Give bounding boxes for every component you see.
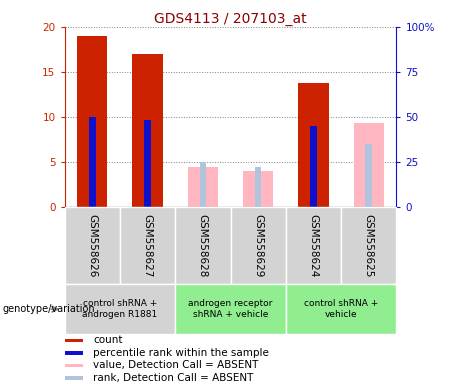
Bar [89,117,95,207]
Bar [65,339,83,342]
Text: percentile rank within the sample: percentile rank within the sample [93,348,269,358]
Bar [298,83,329,207]
Bar [144,120,151,207]
Bar [354,123,384,207]
Bar [366,144,372,207]
Bar [175,284,286,334]
Bar [65,376,83,379]
Bar [255,167,261,207]
Bar [230,207,286,284]
Text: GSM558625: GSM558625 [364,214,374,278]
Bar [132,54,163,207]
Bar [65,351,83,354]
Text: value, Detection Call = ABSENT: value, Detection Call = ABSENT [93,360,258,370]
Bar [188,167,218,207]
Text: androgen receptor
shRNA + vehicle: androgen receptor shRNA + vehicle [188,300,273,319]
Title: GDS4113 / 207103_at: GDS4113 / 207103_at [154,12,307,26]
Bar [286,207,341,284]
Text: control shRNA +
vehicle: control shRNA + vehicle [304,300,378,319]
Bar [243,171,273,207]
Bar [341,207,396,284]
Text: GSM558626: GSM558626 [87,214,97,278]
Text: count: count [93,335,122,345]
Text: GSM558629: GSM558629 [253,214,263,278]
Bar [310,126,317,207]
Bar [65,364,83,367]
Text: GSM558627: GSM558627 [142,214,153,278]
Bar [65,207,120,284]
Text: control shRNA +
androgen R1881: control shRNA + androgen R1881 [82,300,158,319]
Bar [65,284,175,334]
Text: rank, Detection Call = ABSENT: rank, Detection Call = ABSENT [93,373,253,383]
Bar [286,284,396,334]
Bar [200,162,206,207]
Bar [120,207,175,284]
Bar [77,36,107,207]
Text: GSM558628: GSM558628 [198,214,208,278]
Text: genotype/variation: genotype/variation [2,304,95,314]
Bar [175,207,230,284]
Text: GSM558624: GSM558624 [308,214,319,278]
